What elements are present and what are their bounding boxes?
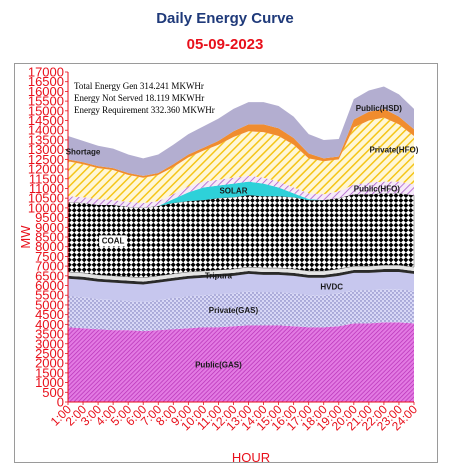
area-series-tripura [68,269,414,285]
y-tick-label: 4500 [35,307,64,322]
y-tick-label: 13000 [28,142,64,157]
chart-frame [14,63,438,463]
y-tick-label: 8500 [35,230,64,245]
series-label-bg [99,235,128,247]
y-tick-label: 5000 [35,297,64,312]
y-tick-label: 9000 [35,220,64,235]
y-tick-label: 7000 [35,259,64,274]
series-label-tripura: Tripura [205,271,233,280]
y-tick-label: 2000 [35,356,64,371]
y-tick-label: 14000 [28,123,64,138]
y-tick-label: 500 [42,385,64,400]
area-series-solar [68,181,414,208]
series-label-private-hfo: Private(HFO) [369,146,418,155]
y-tick-label: 4000 [35,317,64,332]
area-series-shortage [68,86,414,176]
series-label-public-hsd: Public(HSD) [356,104,403,113]
area-series-hvdc [68,271,414,303]
y-tick-label: 7500 [35,249,64,264]
series-label-hvdc: HVDC [320,283,343,292]
y-tick-label: 13500 [28,132,64,147]
y-tick-label: 10000 [28,200,64,215]
x-axis-label: HOUR [232,450,270,465]
y-tick-label: 8000 [35,239,64,254]
chart-title: Daily Energy Curve [156,10,294,27]
energy-summary-line: Total Energy Gen 314.241 MKWHr [74,81,204,91]
y-axis-label: MW [18,225,33,249]
series-label-solar: SOLAR [219,186,247,195]
chart-date: 05-09-2023 [186,36,264,53]
y-tick-label: 12500 [28,152,64,167]
y-tick-label: 11500 [29,171,64,186]
area-series-public-hsd [68,108,414,178]
y-tick-label: 2500 [35,346,64,361]
area-series-hydro [68,265,414,282]
energy-summary-line: Energy Not Served 18.119 MKWHr [74,93,204,103]
y-tick-label: 15000 [28,103,64,118]
area-series-public-hfo [68,175,414,208]
series-label-public-hfo: Public(HFO) [354,184,401,193]
y-tick-label: 1500 [35,365,64,380]
y-tick-label: 9500 [35,210,64,225]
y-tick-label: 1000 [35,375,64,390]
y-tick-label: 5500 [35,288,64,303]
y-tick-label: 6000 [35,278,64,293]
energy-summary-line: Energy Requirement 332.360 MKWHr [74,105,215,115]
y-tick-label: 16000 [28,84,64,99]
series-label-public-gas: Public(GAS) [195,361,242,370]
y-tick-label: 3500 [35,327,64,342]
y-tick-label: 3000 [35,336,64,351]
y-tick-label: 11000 [29,181,64,196]
y-tick-label: 6500 [35,268,64,283]
y-tick-label: 10500 [28,191,64,206]
y-tick-label: 14500 [28,113,64,128]
area-series-public-gas [68,322,414,402]
y-tick-label: 15500 [28,94,64,109]
series-label-coal: COAL [102,236,125,245]
series-label-shortage: Shortage [66,148,101,157]
area-series-private-gas [68,289,414,332]
y-tick-label: 16500 [28,74,64,89]
y-tick-label: 12000 [28,162,64,177]
area-series-private-hfo [68,117,414,204]
series-label-private-gas: Private(GAS) [209,306,259,315]
y-tick-label: 0 [57,395,64,410]
y-tick-label: 17000 [28,65,64,80]
